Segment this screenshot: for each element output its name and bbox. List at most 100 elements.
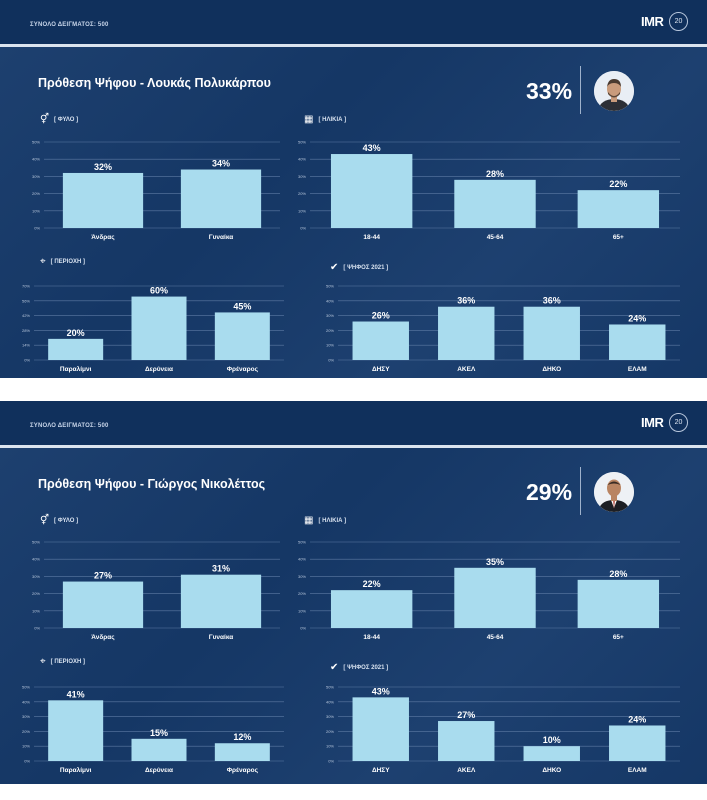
value-label: 24% [628, 714, 646, 724]
category-label: ΔΗΚΟ [542, 767, 561, 774]
value-label: 45% [233, 301, 251, 311]
panel-headline: Πρόθεση Ψήφου - Λουκάς Πολυκάρπου [38, 76, 271, 90]
bar [180, 169, 262, 228]
value-label: 32% [94, 162, 112, 172]
y-tick-label: 0% [24, 358, 30, 363]
y-tick-label: 10% [298, 208, 306, 213]
category-label: 45-64 [487, 634, 504, 641]
category-label: ΔΗΣΥ [372, 767, 390, 774]
bar [330, 590, 413, 628]
y-tick-label: 40% [326, 298, 334, 303]
y-tick-label: 30% [326, 714, 334, 719]
candidate-avatar [594, 71, 634, 111]
y-tick-label: 20% [326, 729, 334, 734]
y-tick-label: 20% [298, 591, 306, 596]
y-tick-label: 56% [22, 298, 30, 303]
bar [523, 746, 580, 761]
y-tick-label: 30% [32, 574, 40, 579]
panel-gap [0, 378, 707, 401]
category-label: Δερύνεια [145, 366, 173, 373]
chart-region: 0% 14% 28% 42% 56% 70% 20% Παραλίμνι 60% Δερύνεια… [22, 284, 284, 373]
value-label: 26% [372, 311, 390, 321]
y-tick-label: 30% [326, 313, 334, 318]
y-tick-label: 30% [298, 574, 306, 579]
bar [523, 306, 580, 360]
anniversary-badge: 20 [669, 413, 688, 432]
bar [48, 700, 104, 761]
y-tick-label: 10% [326, 744, 334, 749]
value-label: 15% [150, 728, 168, 738]
poll-panel-nikolettos: ΣΥΝΟΛΟ ΔΕΙΓΜΑΤΟΣ: 500 IMR 20 Πρόθεση Ψήφ… [0, 401, 707, 784]
value-label: 41% [67, 689, 85, 699]
category-label: Γυναίκα [209, 234, 234, 241]
category-label: Άνδρας [91, 234, 115, 241]
portrait-icon [594, 71, 634, 111]
y-tick-label: 10% [326, 343, 334, 348]
y-tick-label: 50% [32, 140, 40, 145]
y-tick-label: 28% [22, 328, 30, 333]
y-tick-label: 40% [32, 157, 40, 162]
y-tick-label: 10% [22, 744, 30, 749]
section-vote-2021: ✔ ΨΗΦΟΣ 2021 [330, 662, 388, 673]
logo-text: IMR [641, 415, 664, 430]
category-label: 18-44 [363, 234, 380, 241]
chart-age: 0% 10% 20% 30% 40% 50% 22% 18-44 35% 45-64 28% 65+ [298, 540, 680, 641]
bar [438, 721, 495, 761]
y-tick-label: 20% [22, 729, 30, 734]
imr-logo: IMR 20 [641, 413, 691, 433]
overall-percentage: 33% [526, 78, 573, 104]
calendar-icon: ▦ [304, 114, 314, 125]
gender-icon: ⚥ [40, 114, 50, 125]
bar [454, 179, 536, 228]
y-tick-label: 20% [326, 328, 334, 333]
gender-icon: ⚥ [40, 515, 50, 526]
value-label: 10% [543, 735, 561, 745]
value-label: 24% [628, 313, 646, 323]
category-label: Παραλίμνι [60, 365, 92, 373]
category-label: Γυναίκα [209, 634, 234, 641]
chart-region: 0% 10% 20% 30% 40% 50% 41% Παραλίμνι 15% Δερύνεια… [22, 685, 284, 774]
value-label: 34% [212, 159, 230, 169]
value-label: 31% [212, 564, 230, 574]
category-label: ΔΗΣΥ [372, 366, 390, 373]
value-label: 28% [609, 569, 627, 579]
top-bar: ΣΥΝΟΛΟ ΔΕΙΓΜΑΤΟΣ: 500 IMR 20 [0, 401, 707, 445]
section-region: ⌖ ΠΕΡΙΟΧΗ [40, 256, 85, 267]
overall-percentage: 29% [526, 479, 573, 505]
panel-headline: Πρόθεση Ψήφου - Γιώργος Νικολέττος [38, 477, 266, 491]
bar [214, 743, 270, 761]
bar [577, 579, 660, 628]
value-label: 27% [457, 710, 475, 720]
category-label: ΔΗΚΟ [542, 366, 561, 373]
bar [180, 574, 262, 628]
value-label: 27% [94, 571, 112, 581]
value-label: 36% [543, 296, 561, 306]
check-circle-icon: ✔ [330, 262, 339, 273]
y-tick-label: 40% [32, 557, 40, 562]
y-tick-label: 50% [22, 685, 30, 690]
bar [330, 154, 413, 228]
calendar-icon: ▦ [304, 515, 314, 526]
sample-size-label: ΣΥΝΟΛΟ ΔΕΙΓΜΑΤΟΣ: 500 [30, 22, 109, 28]
top-bar: ΣΥΝΟΛΟ ΔΕΙΓΜΑΤΟΣ: 500 IMR 20 [0, 0, 707, 44]
value-label: 60% [150, 286, 168, 296]
category-label: 18-44 [363, 634, 380, 641]
value-label: 12% [233, 732, 251, 742]
check-circle-icon: ✔ [330, 662, 339, 673]
value-label: 28% [486, 169, 504, 179]
category-label: ΑΚΕΛ [457, 366, 476, 373]
y-tick-label: 0% [328, 759, 334, 764]
y-tick-label: 0% [328, 358, 334, 363]
y-tick-label: 40% [298, 157, 306, 162]
y-tick-label: 30% [32, 174, 40, 179]
chart-age: 0% 10% 20% 30% 40% 50% 43% 18-44 28% 45-64 22% 65+ [298, 140, 680, 241]
value-label: 35% [486, 557, 504, 567]
category-label: ΑΚΕΛ [457, 767, 476, 774]
y-tick-label: 42% [22, 313, 30, 318]
y-tick-label: 10% [32, 208, 40, 213]
bar [62, 581, 144, 628]
header-divider [0, 44, 707, 47]
category-label: Παραλίμνι [60, 766, 92, 774]
y-tick-label: 0% [34, 226, 40, 231]
header-divider [0, 445, 707, 448]
